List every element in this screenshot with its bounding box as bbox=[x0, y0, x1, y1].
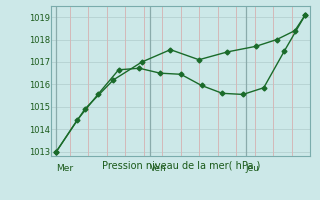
Text: Jeu: Jeu bbox=[246, 164, 260, 173]
Text: Ven: Ven bbox=[150, 164, 166, 173]
X-axis label: Pression niveau de la mer( hPa ): Pression niveau de la mer( hPa ) bbox=[102, 160, 260, 170]
Text: Mer: Mer bbox=[56, 164, 74, 173]
